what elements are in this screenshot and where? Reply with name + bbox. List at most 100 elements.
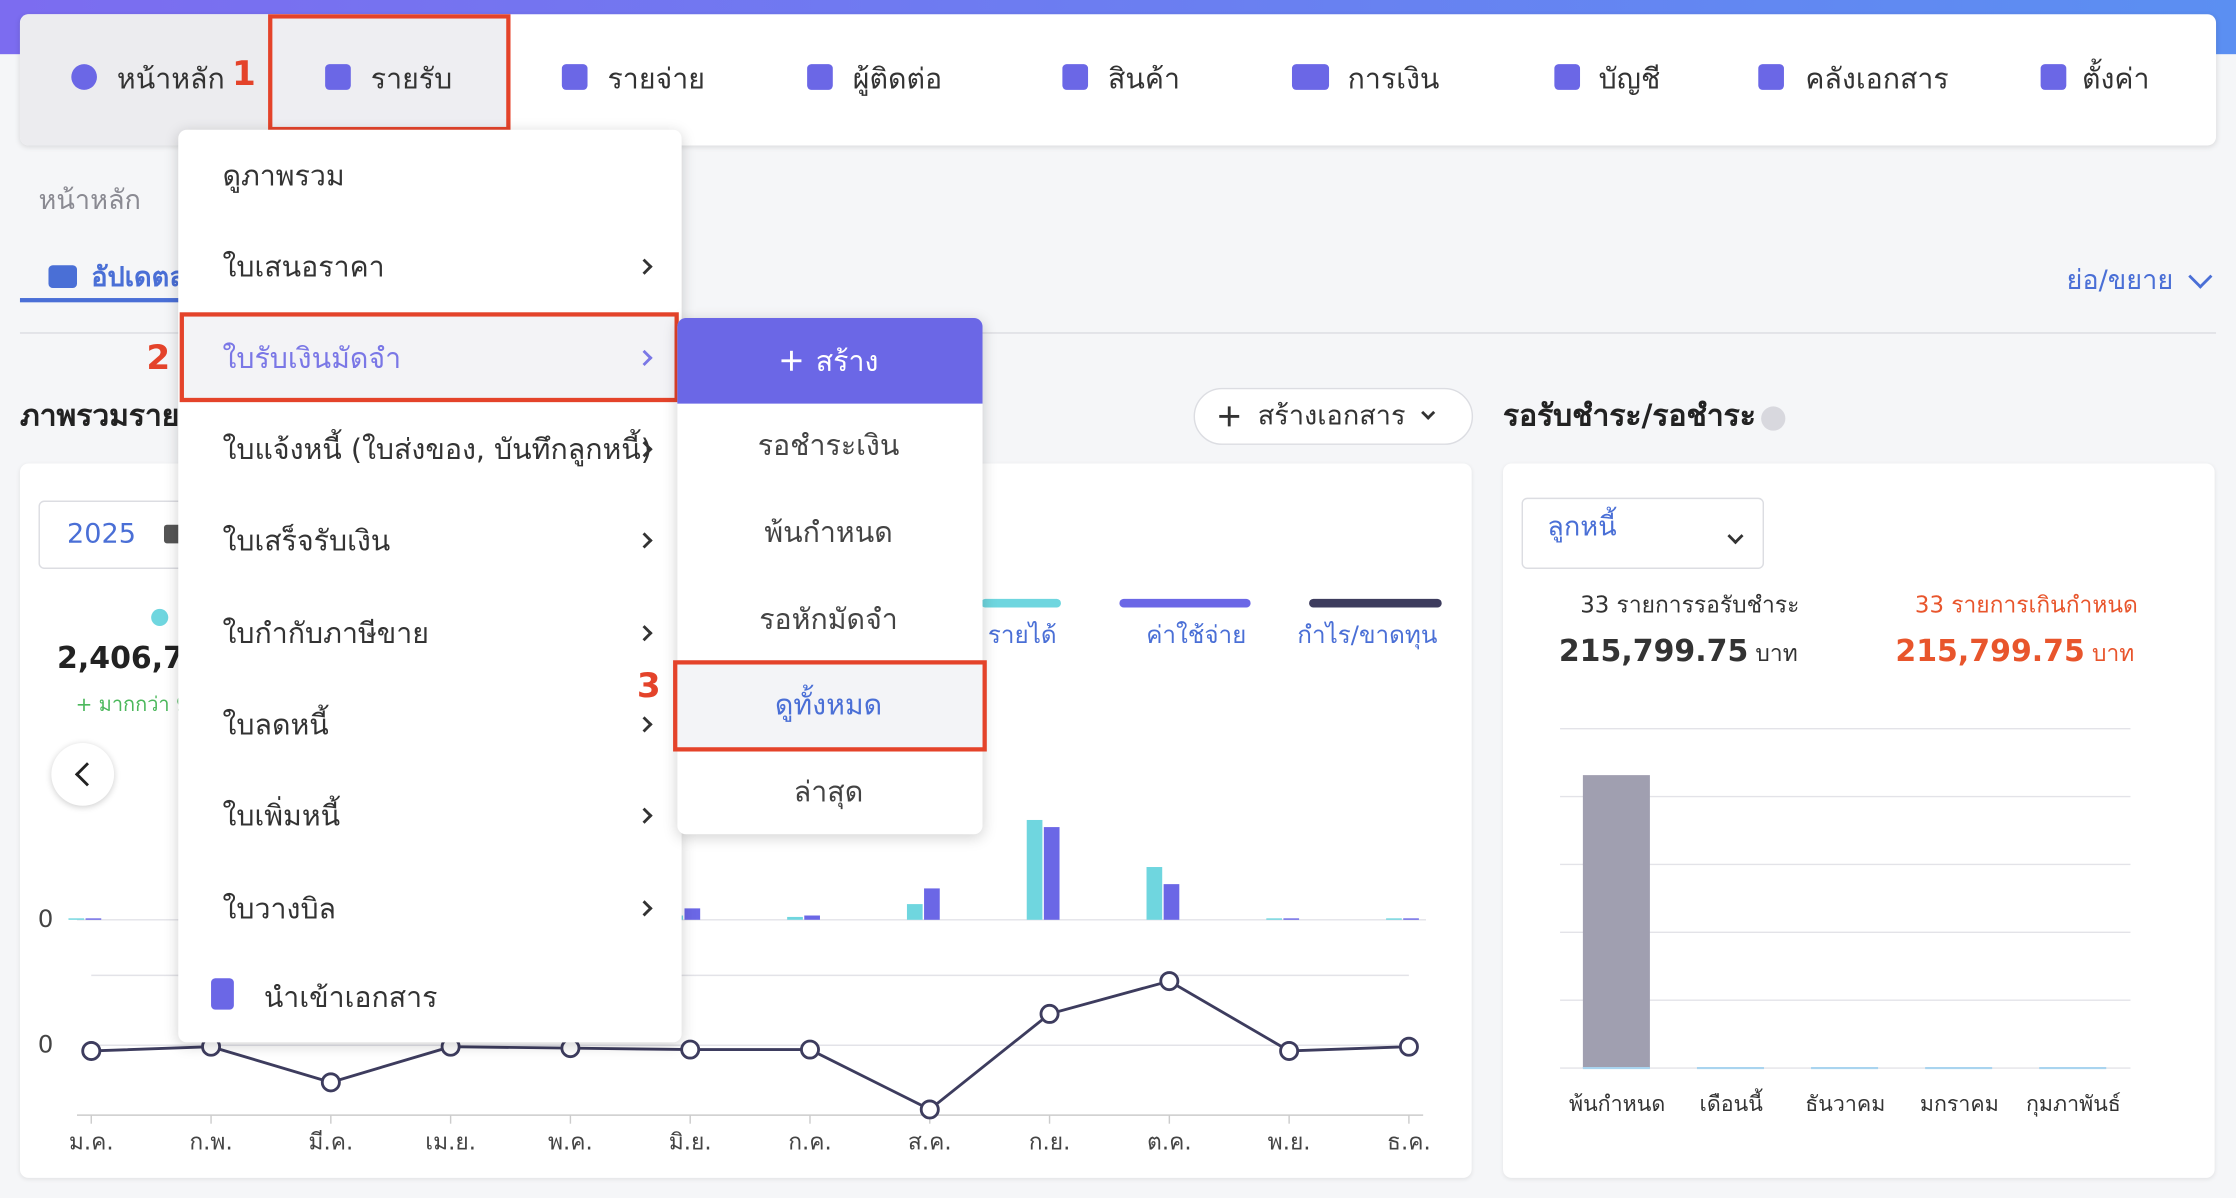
x-tick-label: ก.ค. xyxy=(788,1129,832,1155)
submenu-item[interactable]: พ้นกำหนด xyxy=(764,514,893,550)
bar xyxy=(1582,775,1650,1069)
calendar-icon xyxy=(163,524,182,544)
year-select-label[interactable]: 2025 xyxy=(67,518,136,550)
create-button-label[interactable]: สร้างเอกสาร xyxy=(1257,400,1406,432)
nav-icon xyxy=(1758,64,1784,90)
nav-icon xyxy=(71,64,97,90)
collapse-toggle[interactable]: ย่อ/ขยาย xyxy=(2066,264,2174,297)
step-number: 2 xyxy=(146,337,171,378)
bar xyxy=(68,918,85,920)
filter-label[interactable]: ลูกหนี้ xyxy=(1547,511,1617,543)
point xyxy=(1279,1040,1300,1061)
nav-home-bg xyxy=(19,14,269,146)
point xyxy=(320,1072,341,1093)
point xyxy=(919,1099,940,1120)
x-tick-label: ก.พ. xyxy=(189,1129,232,1155)
breadcrumb: หน้าหลัก xyxy=(38,184,141,217)
bar xyxy=(1386,918,1402,920)
bar xyxy=(1026,819,1043,920)
menu-item[interactable]: ใบเพิ่มหนี้ xyxy=(222,798,341,833)
separator xyxy=(19,332,2217,334)
pending-label: 33 รายการรอรับชำระ xyxy=(1580,590,1800,619)
create-button[interactable] xyxy=(1193,387,1474,445)
menu-item-highlight xyxy=(179,312,679,403)
nav-icon xyxy=(807,64,833,90)
bar xyxy=(804,915,820,920)
menu-item[interactable]: ดูภาพรวม xyxy=(222,158,345,193)
nav-item[interactable]: การเงิน xyxy=(1347,61,1440,96)
nav-icon xyxy=(325,64,351,90)
nav-item[interactable]: สินค้า xyxy=(1108,61,1181,96)
x-tick-label: ก.ย. xyxy=(1029,1129,1071,1155)
pending-unit: บาท xyxy=(1755,639,1798,667)
menu-item[interactable]: ใบเสนอราคา xyxy=(222,249,385,284)
x-tick-label: ส.ค. xyxy=(908,1129,952,1155)
nav-item[interactable]: คลังเอกสาร xyxy=(1805,61,1949,96)
x-tick-label: พ.ย. xyxy=(1268,1129,1311,1155)
tab[interactable]: อัปเดตล xyxy=(91,261,186,294)
nav-item[interactable]: รายจ่าย xyxy=(607,61,705,96)
submenu-item[interactable]: ล่าสุด xyxy=(793,774,864,809)
menu-item[interactable]: นำเข้าเอกสาร xyxy=(263,979,438,1014)
menu-item[interactable]: ใบแจ้งหนี้ (ใบส่งของ, บันทึกลูกหนี้) xyxy=(222,432,652,467)
menu-item[interactable]: ใบวางบิล xyxy=(222,891,337,926)
nav-icon xyxy=(1062,64,1089,90)
nav-item[interactable]: บัญชี xyxy=(1598,61,1661,96)
nav-item[interactable]: ผู้ติดต่อ xyxy=(852,61,943,96)
bar xyxy=(924,888,940,920)
x-tick-label: ธ.ค. xyxy=(1387,1129,1431,1155)
x-tick-label: มกราคม xyxy=(1920,1092,1999,1117)
step-number: 1 xyxy=(231,53,256,94)
submenu-item[interactable]: รอหักมัดจำ xyxy=(759,601,898,637)
section-title: รอรับชำระ/รอชำระ xyxy=(1503,398,1756,433)
overdue-label: 33 รายการเกินกำหนด xyxy=(1914,590,2138,619)
y-tick-label: 0 xyxy=(38,1029,53,1058)
tab-icon xyxy=(48,265,78,289)
x-tick-label: มี.ค. xyxy=(308,1129,353,1155)
point xyxy=(1159,971,1180,992)
nav-icon xyxy=(1554,64,1581,90)
x-tick-label: เม.ย. xyxy=(425,1129,476,1155)
legend-dot xyxy=(151,608,169,627)
bar xyxy=(85,918,102,920)
legend-label: กำไร/ขาดทุน xyxy=(1297,620,1437,650)
plus-icon xyxy=(790,350,793,371)
back-button[interactable] xyxy=(51,742,115,806)
filter-select[interactable] xyxy=(1521,497,1764,569)
point xyxy=(81,1040,102,1061)
dropdown-menu xyxy=(178,129,682,1043)
point xyxy=(799,1039,820,1060)
legend-label: ค่าใช้จ่าย xyxy=(1146,620,1246,649)
help-icon xyxy=(1761,406,1786,431)
x-tick-label: ต.ค. xyxy=(1147,1129,1192,1155)
x-tick-label: มิ.ย. xyxy=(669,1129,712,1155)
submenu-item[interactable]: รอชำระเงิน xyxy=(757,427,900,463)
x-tick-label: ธันวาคม xyxy=(1805,1092,1885,1117)
menu-item[interactable]: ใบลดหนี้ xyxy=(222,707,329,742)
submenu-create-bg[interactable] xyxy=(677,318,983,404)
bar xyxy=(787,916,803,920)
nav-icon xyxy=(2040,64,2067,90)
submenu-item[interactable]: สร้าง xyxy=(815,343,879,378)
submenu-item[interactable]: ดูทั้งหมด xyxy=(774,687,883,722)
point xyxy=(680,1039,701,1060)
menu-item[interactable]: ใบรับเงินมัดจำ xyxy=(222,340,402,376)
overdue-unit: บาท xyxy=(2091,639,2135,667)
nav-item[interactable]: ตั้งค่า xyxy=(2081,61,2150,96)
pending-amount: 215,799.75 xyxy=(1558,633,1749,668)
menu-item[interactable]: ใบกำกับภาษีขาย xyxy=(222,616,429,651)
x-tick-label: พ้นกำหนด xyxy=(1569,1092,1665,1117)
overdue-amount: 215,799.75 xyxy=(1895,633,2085,668)
nav-item[interactable]: หน้าหลัก xyxy=(116,61,225,96)
menu-item[interactable]: ใบเสร็จรับเงิน xyxy=(222,523,391,558)
point xyxy=(1398,1036,1419,1057)
change-label: + มากกว่า 9 xyxy=(75,693,189,717)
bar xyxy=(1043,827,1060,920)
bar xyxy=(1146,867,1163,920)
section-title: ภาพรวมราย xyxy=(19,398,180,433)
bar xyxy=(684,908,701,920)
nav-item[interactable]: รายรับ xyxy=(370,61,453,96)
x-tick-label: พ.ค. xyxy=(548,1129,593,1155)
